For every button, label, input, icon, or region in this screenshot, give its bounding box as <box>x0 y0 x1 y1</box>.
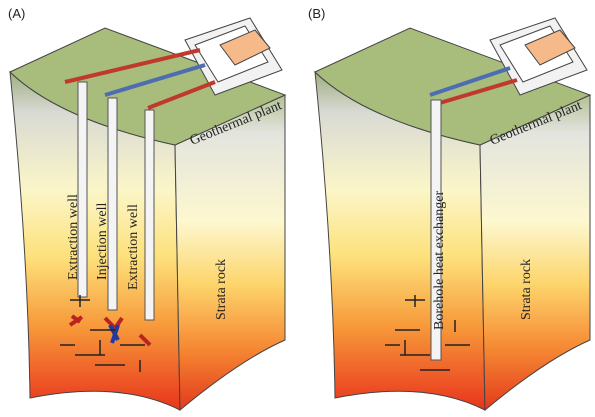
panel-label: (A) <box>8 6 25 21</box>
rock-label: Strata rock <box>519 259 534 320</box>
well-label: Extraction well <box>126 204 141 290</box>
well-label: Borehole heat exchanger <box>432 191 447 330</box>
panel-a: (A) Extraction well Injection well Extra… <box>8 6 285 410</box>
well-label: Extraction well <box>66 194 81 280</box>
rock-label: Strata rock <box>214 259 229 320</box>
panel-b: (B) Borehole heat exchanger Geothermal p… <box>308 6 590 410</box>
panel-label: (B) <box>308 6 325 21</box>
well-label: Injection well <box>95 203 110 280</box>
diagram: (A) Extraction well Injection well Extra… <box>0 0 595 417</box>
